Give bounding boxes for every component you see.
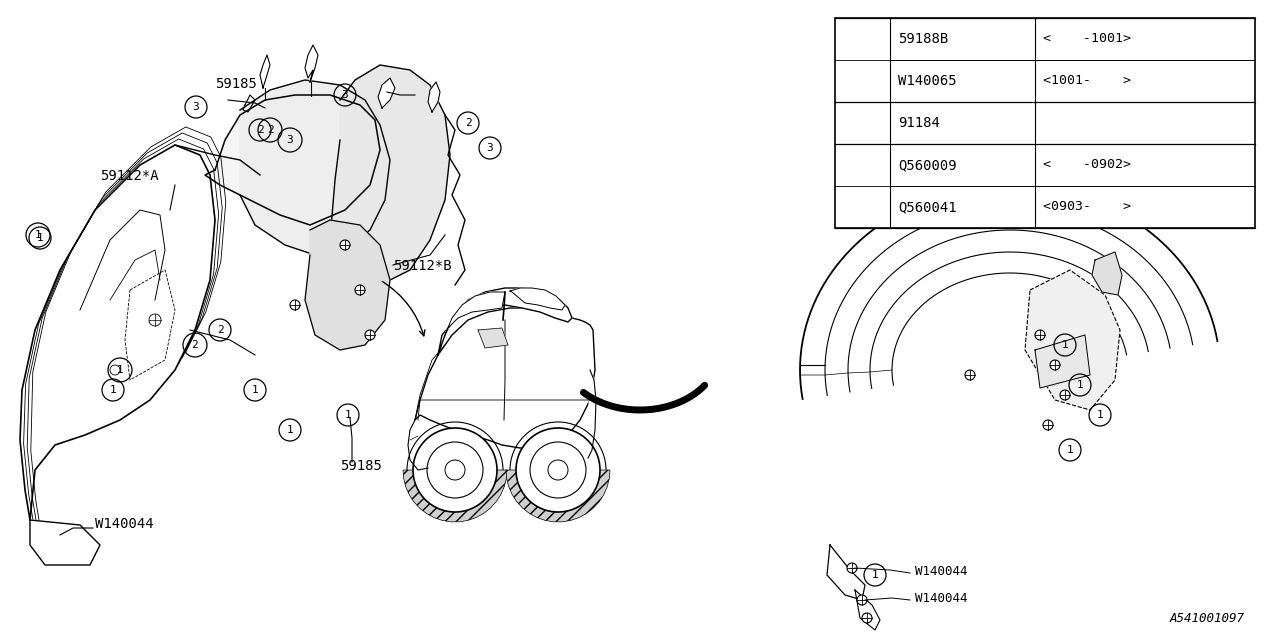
Text: W140044: W140044: [915, 592, 968, 605]
Circle shape: [291, 300, 300, 310]
Polygon shape: [827, 545, 865, 600]
Text: 2: 2: [266, 125, 274, 135]
Text: Q560041: Q560041: [899, 200, 956, 214]
Circle shape: [847, 563, 858, 573]
Text: 91184: 91184: [899, 116, 940, 130]
Polygon shape: [509, 288, 564, 310]
Text: 1: 1: [110, 385, 116, 395]
Text: 1: 1: [1066, 445, 1074, 455]
Text: W140044: W140044: [95, 517, 154, 531]
Text: 1: 1: [252, 385, 259, 395]
Polygon shape: [438, 288, 572, 355]
Circle shape: [858, 595, 867, 605]
Text: 3: 3: [342, 90, 348, 100]
Text: 1: 1: [35, 230, 41, 240]
Text: 2: 2: [216, 325, 224, 335]
Polygon shape: [241, 80, 390, 255]
Polygon shape: [330, 65, 451, 285]
Text: Q560009: Q560009: [899, 158, 956, 172]
Circle shape: [1043, 420, 1053, 430]
Text: 1: 1: [287, 425, 293, 435]
Polygon shape: [1025, 270, 1120, 410]
Polygon shape: [260, 55, 270, 88]
Polygon shape: [1036, 335, 1091, 388]
Text: 1: 1: [872, 570, 878, 580]
Polygon shape: [305, 45, 317, 82]
Text: <0903-    >: <0903- >: [1043, 200, 1132, 214]
Text: 59185: 59185: [340, 459, 381, 473]
Circle shape: [355, 285, 365, 295]
Text: 1: 1: [37, 233, 44, 243]
Text: 1: 1: [1097, 410, 1103, 420]
Text: 3: 3: [287, 135, 293, 145]
Circle shape: [861, 613, 872, 623]
Text: 59112A: 59112A: [940, 164, 991, 178]
Polygon shape: [506, 470, 611, 522]
Polygon shape: [403, 470, 507, 522]
Circle shape: [365, 330, 375, 340]
Circle shape: [1060, 390, 1070, 400]
Polygon shape: [415, 308, 595, 448]
Polygon shape: [29, 520, 100, 565]
Text: 1: 1: [1061, 340, 1069, 350]
Polygon shape: [20, 145, 215, 520]
Text: 3: 3: [486, 143, 493, 153]
Text: 1: 1: [116, 365, 123, 375]
Polygon shape: [378, 78, 396, 108]
Text: 59185: 59185: [215, 77, 257, 91]
Text: 59112*A: 59112*A: [100, 169, 159, 183]
Circle shape: [965, 370, 975, 380]
Text: <    -0902>: < -0902>: [1043, 159, 1132, 172]
Polygon shape: [445, 292, 506, 335]
Polygon shape: [1092, 252, 1123, 295]
Text: 2: 2: [465, 118, 471, 128]
Text: W140044: W140044: [915, 565, 968, 578]
Text: 59112*B: 59112*B: [393, 259, 452, 273]
Polygon shape: [855, 590, 881, 630]
Text: W140065: W140065: [899, 74, 956, 88]
Polygon shape: [588, 370, 596, 458]
Text: 2: 2: [192, 340, 198, 350]
Polygon shape: [477, 328, 508, 348]
Text: 3: 3: [192, 102, 200, 112]
Bar: [835, 18, 1254, 228]
Text: <1001-    >: <1001- >: [1043, 74, 1132, 88]
Polygon shape: [428, 82, 440, 112]
Text: <    -1001>: < -1001>: [1043, 33, 1132, 45]
Text: 2: 2: [859, 116, 867, 129]
Text: 2: 2: [256, 125, 264, 135]
Text: 1: 1: [1076, 380, 1083, 390]
Circle shape: [920, 213, 931, 223]
Text: 59188B: 59188B: [899, 32, 948, 46]
Circle shape: [1050, 360, 1060, 370]
Text: A541001097: A541001097: [1170, 612, 1245, 625]
Polygon shape: [305, 220, 390, 350]
Text: 1: 1: [344, 410, 352, 420]
Circle shape: [340, 240, 349, 250]
Circle shape: [413, 428, 497, 512]
Circle shape: [516, 428, 600, 512]
Text: 1: 1: [859, 54, 867, 67]
Circle shape: [1036, 330, 1044, 340]
Polygon shape: [205, 95, 380, 225]
Text: 3: 3: [859, 179, 867, 193]
Polygon shape: [408, 420, 428, 470]
